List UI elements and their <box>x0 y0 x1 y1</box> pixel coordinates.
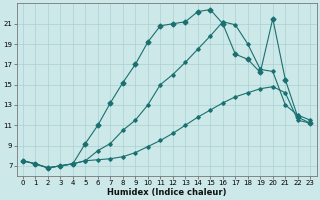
X-axis label: Humidex (Indice chaleur): Humidex (Indice chaleur) <box>107 188 226 197</box>
